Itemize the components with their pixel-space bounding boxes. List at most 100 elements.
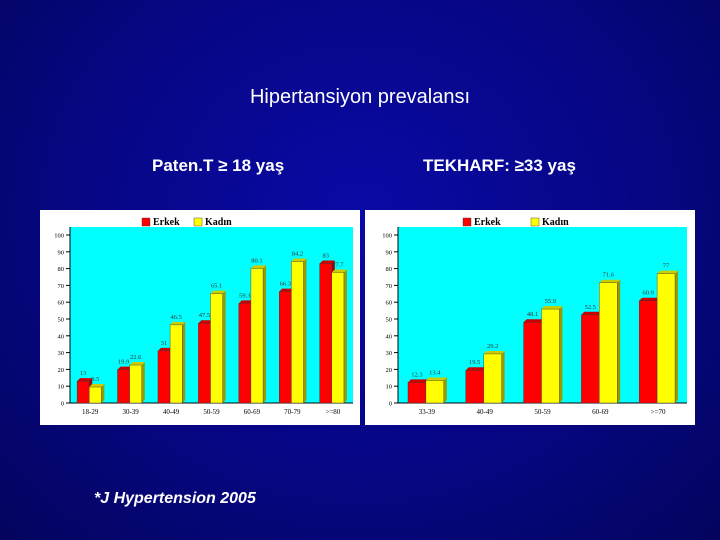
bar-kadin	[89, 386, 102, 404]
x-tick-label: 33-39	[419, 408, 436, 416]
y-tick-label: 100	[382, 233, 392, 240]
y-tick-label: 0	[389, 401, 392, 408]
bar-side	[101, 384, 105, 403]
data-label: 84.2	[292, 251, 303, 258]
bar-side	[263, 265, 267, 403]
bar-top	[250, 265, 267, 269]
y-tick-label: 30	[386, 350, 393, 357]
bar-kadin	[169, 324, 183, 404]
x-tick-label: 18-29	[82, 408, 99, 416]
y-tick-label: 60	[386, 300, 393, 307]
bar-top	[319, 260, 335, 264]
bar-erkek	[238, 303, 252, 404]
y-tick-label: 70	[58, 283, 65, 290]
y-tick-label: 20	[58, 367, 65, 374]
bar-erkek	[319, 263, 332, 404]
bar-top	[425, 377, 447, 381]
bar-top	[657, 270, 679, 274]
y-tick-label: 80	[386, 266, 393, 273]
data-label: 65.1	[211, 283, 222, 290]
y-tick-label: 50	[386, 317, 393, 324]
y-tick-label: 90	[58, 249, 65, 256]
x-tick-label: 40-49	[163, 408, 180, 416]
bar-top	[129, 362, 145, 366]
bar-top	[639, 297, 661, 301]
bar-side	[222, 290, 226, 403]
data-label: 47.5	[199, 312, 210, 319]
bar-top	[89, 384, 105, 388]
bar-top	[523, 319, 545, 323]
data-label: 22.6	[130, 354, 142, 361]
bar-top	[483, 350, 505, 354]
bar-kadin	[483, 353, 502, 404]
bar-side	[182, 321, 186, 403]
data-label: 9.5	[91, 376, 99, 383]
x-tick-label: 60-69	[592, 408, 609, 416]
bar-side	[343, 269, 347, 403]
legend-label-kadin: Kadın	[542, 217, 569, 228]
data-label: 60.9	[642, 290, 653, 297]
y-tick-label: 20	[386, 367, 393, 374]
x-tick-label: >=80	[325, 408, 340, 416]
bar-side	[303, 258, 307, 403]
data-label: 48.1	[527, 311, 538, 318]
legend-swatch-kadin	[193, 217, 203, 227]
y-tick-label: 100	[54, 233, 64, 240]
bar-erkek	[523, 321, 542, 404]
data-label: 52.5	[585, 304, 596, 311]
paten-t-chart: 0 10 20 30 40 50 60 70 80 90 100 13 9.5 18-29 19.922.6…	[40, 210, 360, 425]
data-label: 19.9	[118, 359, 129, 366]
x-tick-label: 70-79	[284, 408, 301, 416]
bar-kadin	[291, 261, 304, 404]
bar-side	[675, 270, 679, 403]
y-tick-label: 0	[61, 401, 64, 408]
data-label: 13.4	[429, 369, 441, 376]
x-tick-label: 50-59	[534, 408, 551, 416]
bar-erkek	[76, 380, 90, 404]
data-label: 19.5	[469, 359, 480, 366]
bar-side	[617, 279, 621, 403]
bar-top	[157, 347, 174, 351]
bar-top	[291, 258, 307, 262]
legend-label-erkek: Erkek	[153, 217, 180, 228]
bar-kadin	[331, 272, 345, 404]
data-label: 31	[161, 340, 168, 347]
y-tick-label: 40	[386, 333, 393, 340]
bar-erkek	[581, 314, 600, 404]
bar-top	[170, 321, 186, 325]
bar-kadin	[425, 380, 445, 404]
bar-top	[331, 269, 347, 273]
bar-side	[501, 350, 505, 403]
bar-kadin	[656, 273, 676, 404]
data-label: 13	[80, 370, 87, 377]
bar-side	[141, 362, 145, 403]
bar-top	[117, 366, 133, 370]
bar-side	[559, 306, 563, 403]
bar-kadin	[129, 364, 142, 404]
y-tick-label: 60	[58, 300, 65, 307]
legend-label-erkek: Erkek	[474, 217, 501, 228]
bar-erkek	[465, 370, 484, 404]
bar-erkek	[157, 350, 171, 404]
bar-top	[77, 378, 93, 382]
data-label: 77	[663, 263, 670, 270]
left-chart-heading: Paten.T ≥ 18 yaş	[152, 156, 285, 175]
bar-top	[238, 300, 254, 304]
bar-top	[279, 288, 295, 292]
bar-side	[443, 377, 447, 403]
x-tick-label: 60-69	[244, 408, 261, 416]
data-label: 66.3	[280, 281, 291, 288]
slide-title: Hipertansiyon prevalansı	[249, 86, 471, 108]
bar-erkek	[407, 382, 427, 404]
tekharf-chart: 0 10 20 30 40 50 60 70 80 90 100 12.3 13.4 33-39 19.5 2…	[365, 210, 695, 425]
bar-top	[210, 290, 226, 294]
legend-swatch-kadin	[530, 217, 540, 227]
bar-kadin	[250, 268, 264, 404]
bar-top	[407, 379, 429, 383]
right-chart-heading: TEKHARF: ≥33 yaş	[423, 156, 576, 175]
bar-top	[599, 279, 621, 283]
bar-kadin	[599, 282, 618, 404]
data-label: 46.5	[170, 314, 181, 321]
legend-swatch-erkek	[141, 217, 151, 227]
y-tick-label: 90	[386, 249, 393, 256]
